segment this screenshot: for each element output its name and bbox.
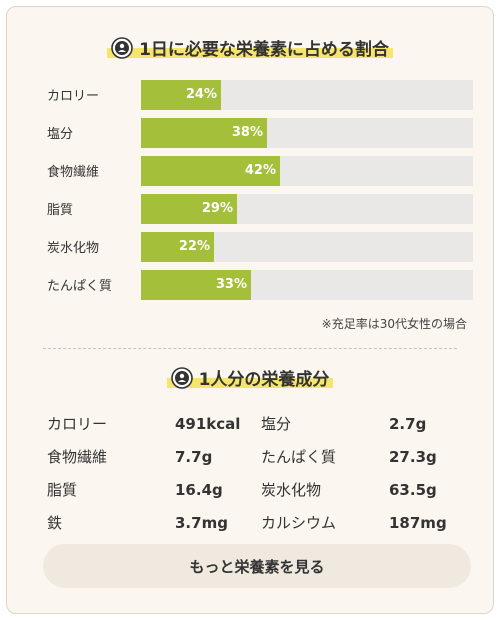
nutrient-name: 塩分 [261,415,292,433]
bar-value-label: 38% [231,125,263,140]
section-heading-nutrients: 1人分の栄養成分 [7,365,493,390]
nutrient-row: 脂質 16.4g 炭水化物 63.5g [47,473,467,506]
bar-fill: 22% [141,232,214,262]
section-heading-ratio: 1日に必要な栄養素に占める割合 [7,35,493,60]
nutrient-table: カロリー 491kcal 塩分 2.7g 食物繊維 7.7g たんぱく質 27.… [47,407,467,539]
nutrient-value: 187mg [389,513,447,532]
ratio-bar-chart: カロリー 24% 塩分 38% 食物繊維 42% 脂質 29% 炭水化物 22% たんぱく質 33% [47,77,477,305]
section-title-ratio: 1日に必要な栄養素に占める割合 [139,40,389,60]
nutrient-value: 16.4g [175,480,223,499]
bar-fill: 42% [141,156,280,186]
bar-row: カロリー 24% [47,77,477,115]
nutrient-row: カロリー 491kcal 塩分 2.7g [47,407,467,440]
bar-value-label: 33% [215,277,247,292]
bar-category-label: 塩分 [47,127,74,142]
bar-row: 脂質 29% [47,191,477,229]
bar-fill: 24% [141,80,221,110]
see-more-nutrients-button[interactable]: もっと栄養素を見る [43,544,471,588]
section-title-nutrients: 1人分の栄養成分 [198,370,330,390]
nutrient-name: カロリー [47,415,108,433]
nutrient-value: 491kcal [175,414,241,433]
nutrition-card: 1日に必要な栄養素に占める割合 カロリー 24% 塩分 38% 食物繊維 42% 脂質 29%… [6,6,494,614]
nutrient-name: カルシウム [261,514,337,532]
dashed-divider [43,348,457,349]
nutrient-name: 鉄 [47,514,63,532]
bar-value-label: 24% [185,87,217,102]
bar-track: 22% [141,232,473,262]
nutrient-name: 脂質 [47,481,78,499]
bar-category-label: カロリー [47,89,100,104]
nutrient-value: 63.5g [389,480,437,499]
bar-value-label: 22% [178,239,210,254]
bar-row: 食物繊維 42% [47,153,477,191]
nutrient-name: 食物繊維 [47,448,108,466]
nutrient-value: 3.7mg [175,513,228,532]
nutrient-row: 鉄 3.7mg カルシウム 187mg [47,506,467,539]
bar-category-label: 脂質 [47,203,74,218]
bar-category-label: 炭水化物 [47,241,100,256]
bar-category-label: たんぱく質 [47,279,113,294]
bar-value-label: 42% [244,163,276,178]
person-badge-icon [111,36,133,59]
person-badge-icon [170,366,193,389]
nutrient-row: 食物繊維 7.7g たんぱく質 27.3g [47,440,467,473]
bar-track: 29% [141,194,473,224]
nutrient-value: 7.7g [175,447,213,466]
bar-value-label: 29% [201,201,233,216]
nutrient-name: 炭水化物 [261,481,322,499]
nutrient-value: 27.3g [389,447,437,466]
bar-row: 塩分 38% [47,115,477,153]
bar-row: たんぱく質 33% [47,267,477,305]
bar-category-label: 食物繊維 [47,165,100,180]
bar-fill: 33% [141,270,251,300]
nutrient-value: 2.7g [389,414,427,433]
nutrient-name: たんぱく質 [261,448,337,466]
bar-track: 24% [141,80,473,110]
bar-track: 42% [141,156,473,186]
bar-fill: 38% [141,118,267,148]
bar-track: 33% [141,270,473,300]
bar-fill: 29% [141,194,237,224]
bar-track: 38% [141,118,473,148]
footnote: ※充足率は30代女性の場合 [321,317,467,331]
bar-row: 炭水化物 22% [47,229,477,267]
